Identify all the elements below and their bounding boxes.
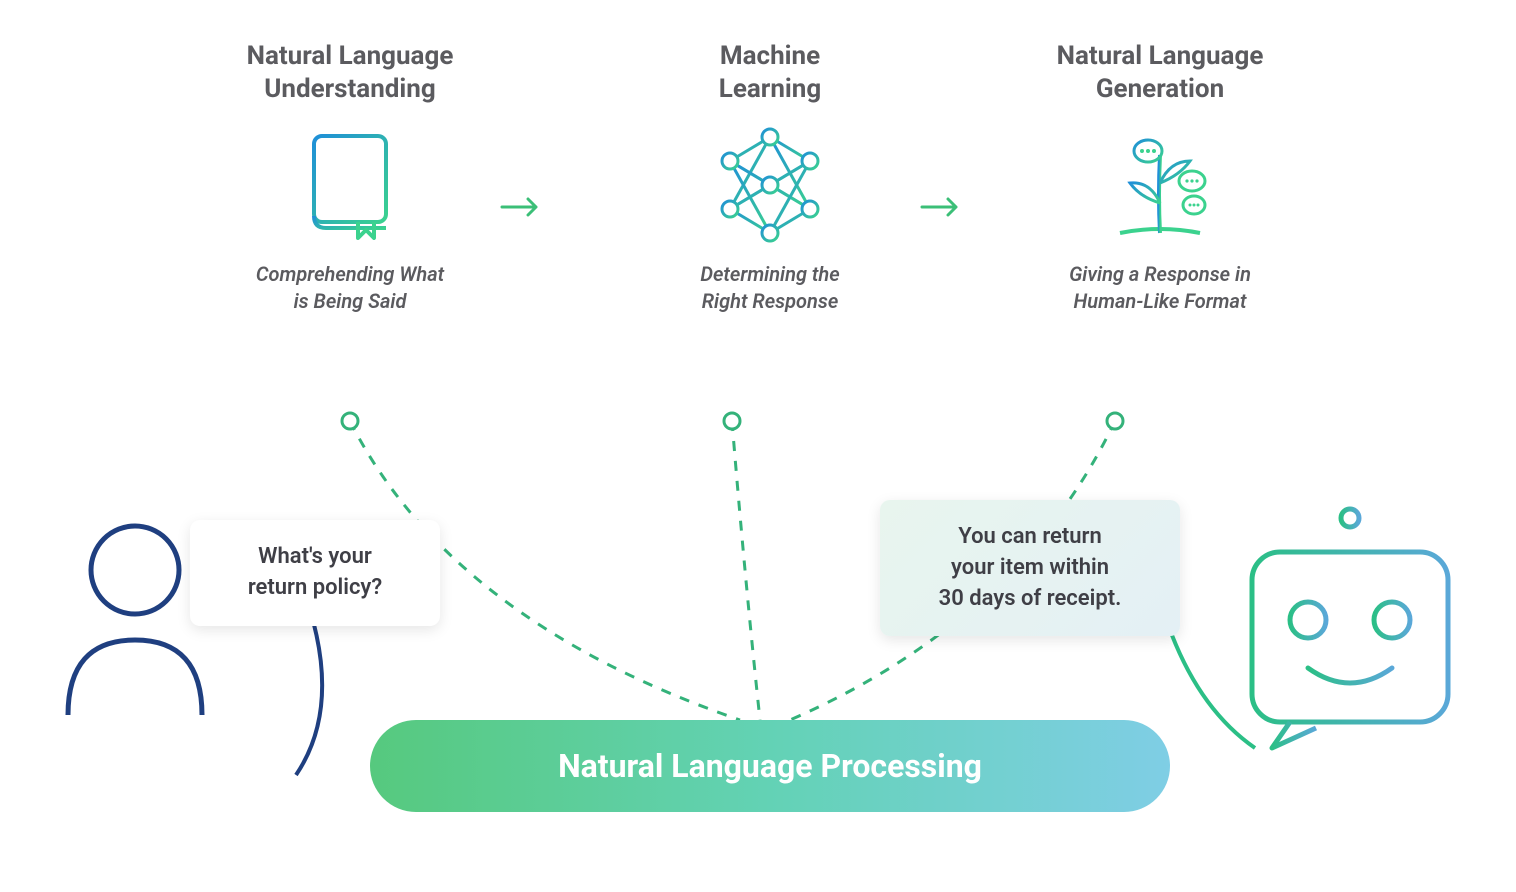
plant-icon xyxy=(1010,125,1310,245)
stage-title: Natural LanguageUnderstanding xyxy=(200,40,500,105)
stage-nlu: Natural LanguageUnderstanding Comprehend… xyxy=(200,40,500,315)
stage-title: Natural LanguageGeneration xyxy=(1010,40,1310,105)
stage-ml: MachineLearning xyxy=(620,40,920,315)
stage-nlg: Natural LanguageGeneration Giving a Resp… xyxy=(1010,40,1310,315)
robot-icon xyxy=(1230,500,1470,760)
pill-label: Natural Language Processing xyxy=(558,747,982,785)
stage-subtitle: Comprehending Whatis Being Said xyxy=(200,261,500,315)
stage-subtitle: Determining theRight Response xyxy=(620,261,920,315)
arrow-icon xyxy=(920,195,964,219)
user-speech-text: What's yourreturn policy? xyxy=(248,544,382,600)
bot-speech-bubble: You can returnyour item within30 days of… xyxy=(880,500,1180,636)
user-speech-bubble: What's yourreturn policy? xyxy=(190,520,440,626)
stage-subtitle: Giving a Response inHuman-Like Format xyxy=(1010,261,1310,315)
book-icon xyxy=(200,125,500,245)
nlp-pill: Natural Language Processing xyxy=(370,720,1170,812)
arrow-icon xyxy=(500,195,544,219)
network-icon xyxy=(620,125,920,245)
stage-title: MachineLearning xyxy=(620,40,920,105)
bot-speech-text: You can returnyour item within30 days of… xyxy=(939,524,1122,611)
